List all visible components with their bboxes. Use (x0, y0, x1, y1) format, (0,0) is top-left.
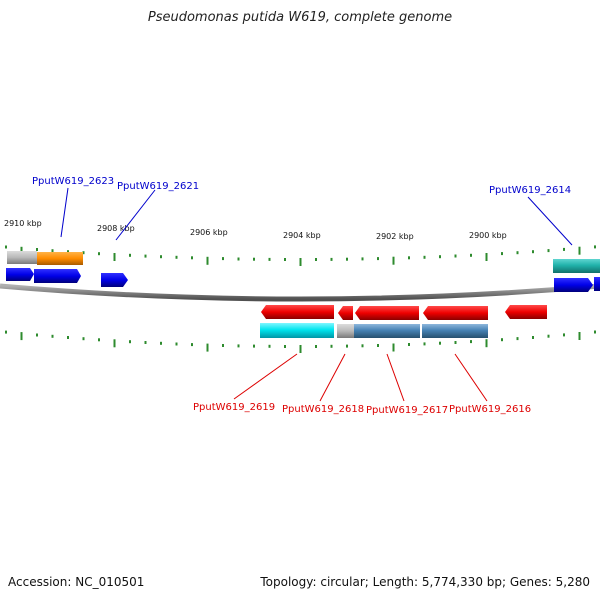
ruler-label-2902: 2902 kbp (376, 232, 414, 241)
blue-gene-arrow[interactable] (554, 278, 593, 292)
leader-line-2623 (60, 187, 69, 238)
upper-feature-track (7, 251, 600, 273)
steelblue-feature-block[interactable] (422, 324, 488, 338)
steelblue-feature-block[interactable] (354, 324, 420, 338)
blue-gene-arrow[interactable] (6, 268, 34, 281)
red-gene-arrow[interactable] (423, 306, 488, 320)
leader-line-2617 (386, 353, 405, 402)
gene-label-2621[interactable]: PputW619_2621 (117, 181, 199, 192)
ruler-ticks-lower (5, 330, 596, 353)
lower-strand-genes (261, 305, 547, 320)
ruler-label-2900: 2900 kbp (469, 231, 507, 240)
leader-line-2618 (319, 353, 346, 402)
upper-strand-genes (6, 268, 600, 292)
genome-backbone (0, 283, 600, 302)
blue-gene-arrow[interactable] (594, 277, 600, 291)
lower-gene-labels: PputW619_2619 PputW619_2618 PputW619_261… (193, 402, 531, 416)
ruler-label-2908: 2908 kbp (97, 224, 135, 233)
accession-text: Accession: NC_010501 (8, 575, 145, 589)
genome-summary-text: Topology: circular; Length: 5,774,330 bp… (260, 575, 590, 589)
ruler-label-2906: 2906 kbp (190, 228, 228, 237)
gene-label-2616[interactable]: PputW619_2616 (449, 404, 531, 415)
gene-label-2619[interactable]: PputW619_2619 (193, 402, 275, 413)
leader-line-2614 (527, 196, 573, 246)
ruler-labels: 2910 kbp 2908 kbp 2906 kbp 2904 kbp 2902… (4, 219, 507, 241)
gray-feature-block[interactable] (7, 251, 37, 264)
orange-feature-block[interactable] (37, 252, 83, 265)
blue-gene-arrow[interactable] (34, 269, 81, 283)
red-gene-arrow[interactable] (355, 306, 419, 320)
ruler-label-2904: 2904 kbp (283, 231, 321, 240)
lower-feature-track (260, 323, 488, 338)
map-title: Pseudomonas putida W619, complete genome (147, 10, 453, 25)
teal-feature-block[interactable] (553, 259, 600, 273)
label-leader-lines (60, 187, 573, 402)
leader-line-2621 (115, 189, 156, 241)
gene-label-2623[interactable]: PputW619_2623 (32, 176, 114, 187)
gene-label-2618[interactable]: PputW619_2618 (282, 404, 364, 415)
red-gene-arrow[interactable] (338, 306, 353, 320)
gene-label-2614[interactable]: PputW619_2614 (489, 185, 571, 196)
ruler-label-2910: 2910 kbp (4, 219, 42, 228)
cyan-feature-block[interactable] (260, 323, 334, 338)
gene-label-2617[interactable]: PputW619_2617 (366, 405, 448, 416)
red-gene-arrow[interactable] (261, 305, 334, 319)
leader-line-2619 (233, 353, 298, 400)
leader-line-2616 (454, 353, 488, 402)
blue-gene-arrow[interactable] (101, 273, 128, 287)
red-gene-arrow[interactable] (505, 305, 547, 319)
upper-gene-labels: PputW619_2623 PputW619_2621 PputW619_261… (32, 176, 571, 196)
gray-feature-block[interactable] (337, 324, 354, 338)
ruler-ticks-upper (5, 245, 596, 266)
